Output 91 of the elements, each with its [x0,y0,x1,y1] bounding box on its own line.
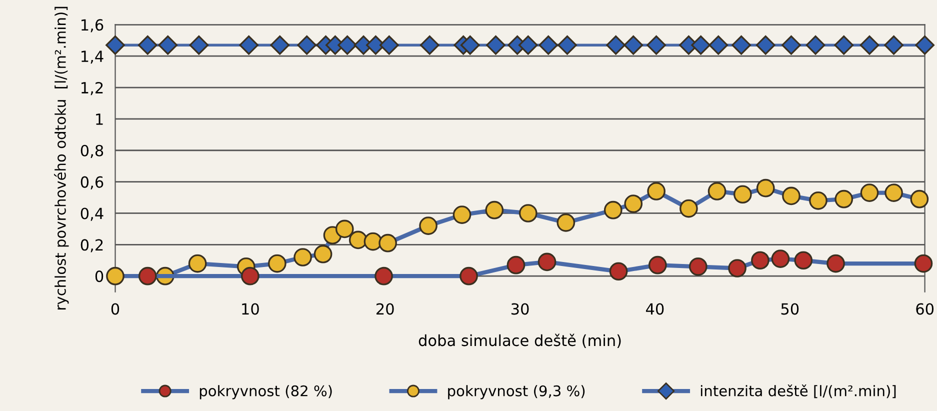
x-tick-label: 60 [916,303,934,315]
point [609,262,628,281]
point [338,35,357,55]
point [239,35,259,55]
x-tick-label: 20 [376,303,394,315]
point [646,35,666,55]
point [106,35,125,55]
point [826,254,845,273]
point [379,35,399,55]
point [794,251,813,270]
y-tick-label: 0,6 [80,176,104,190]
x-axis-title: doba simulace deště (min) [418,334,621,348]
point [268,254,286,273]
point [708,35,728,55]
point [680,199,698,218]
point [188,254,207,273]
point [756,178,775,198]
point [751,251,770,270]
point [518,35,538,55]
point [364,232,382,251]
y-tick-label: 1 [96,114,103,125]
y-tick-label: 1,4 [82,50,104,64]
point [138,266,157,286]
x-tick-label: 40 [646,303,664,315]
point [914,254,933,273]
point [834,35,854,55]
y-tick-label: 0,8 [80,144,104,158]
point [771,250,790,268]
point [335,220,354,238]
point [189,35,209,55]
legend-label: pokryvnost (9,3 %) [448,385,585,400]
point [538,35,558,55]
legend-label: intenzita deště [l/(m².min)] [700,384,896,398]
y-tick-label: 0,2 [80,239,103,252]
point [860,35,880,55]
point [538,252,556,272]
x-tick-label: 0 [111,303,120,315]
x-tick-label: 30 [511,303,529,315]
point [915,35,934,55]
point [558,35,577,55]
point [734,185,752,204]
point [420,35,440,55]
point [106,266,124,286]
point [486,35,506,55]
y-tick-label: 0 [95,270,104,282]
point [782,35,801,55]
point [691,35,711,55]
point [348,230,368,250]
point [884,35,904,55]
point [728,259,746,278]
point [688,258,708,276]
point [834,190,854,208]
point [732,35,751,55]
point [606,35,626,55]
point [378,234,397,252]
point [708,182,726,200]
point [270,35,290,55]
point [452,206,472,224]
point [556,213,576,232]
point [506,256,526,274]
x-tick-label: 50 [781,303,799,315]
point [624,194,643,213]
point [485,200,504,220]
point [624,35,644,55]
point [860,184,879,202]
point [460,266,478,286]
point [294,248,312,266]
point [884,184,903,202]
point [648,256,667,274]
y-axis-title: rychlost povrchového odtoku [l/(m².min)] [54,6,69,310]
point [910,190,929,208]
point [809,191,828,210]
y-tick-label: 1,2 [82,82,103,96]
point [241,266,260,286]
point [314,244,332,264]
point [806,35,826,55]
point [419,216,438,235]
legend-label: pokryvnost (82 %) [200,385,332,400]
point [604,200,622,220]
point [158,35,178,55]
point [297,35,317,55]
point [374,266,393,286]
point [138,35,158,55]
point [647,182,666,200]
point [460,35,480,55]
y-tick-label: 1,6 [82,19,104,32]
x-tick-label: 10 [242,303,259,315]
point [782,186,800,206]
point [518,204,538,222]
y-tick-label: 0,4 [80,208,104,221]
point [756,35,776,55]
